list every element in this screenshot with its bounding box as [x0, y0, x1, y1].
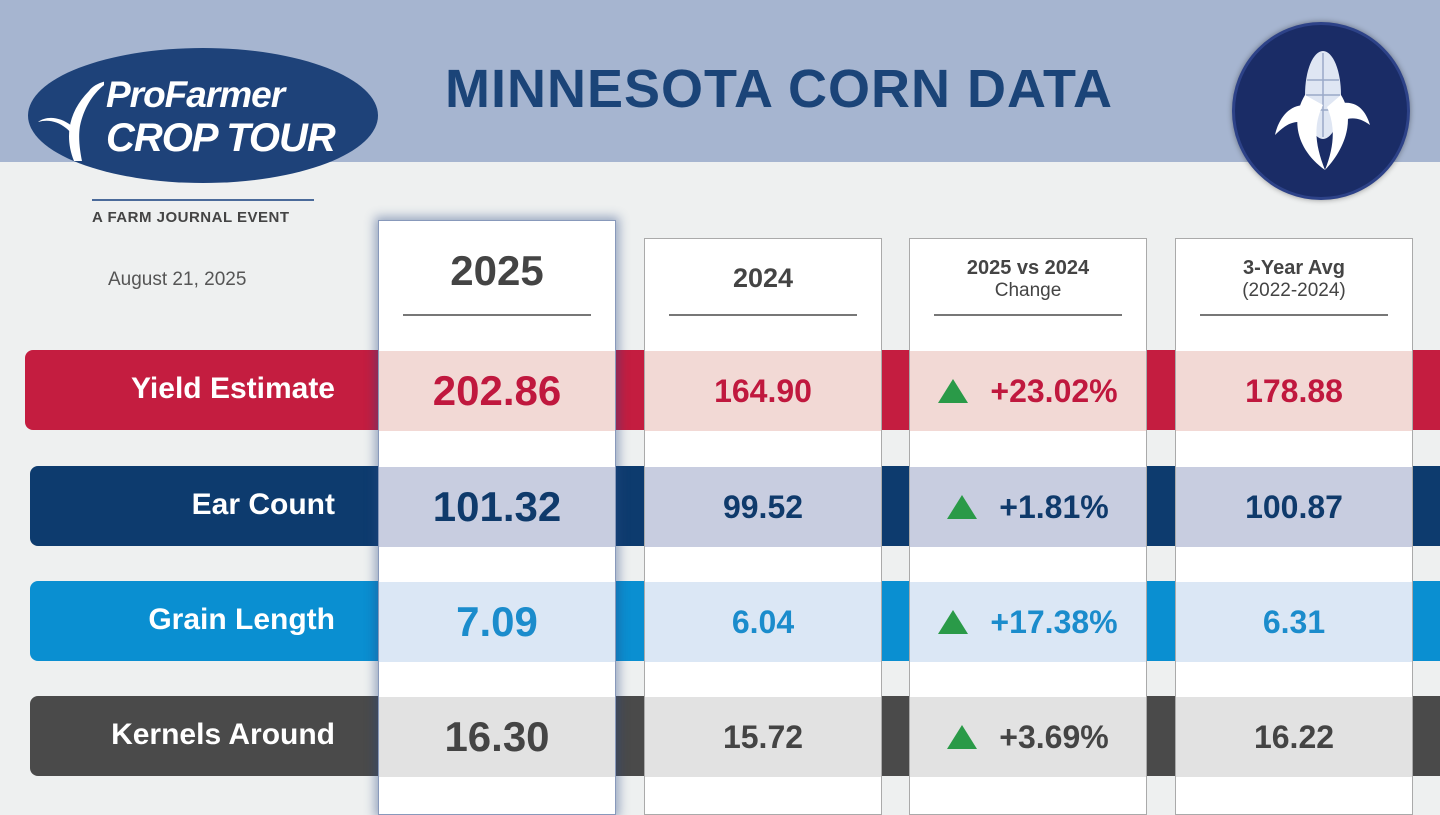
up-arrow-icon	[938, 610, 969, 634]
row-label-grain-length: Grain Length	[148, 603, 335, 636]
cell-kernels-2025: 16.30	[379, 697, 615, 777]
up-arrow-icon	[947, 495, 978, 519]
cell-ear-change: +1.81%	[910, 467, 1146, 547]
corn-icon	[1232, 22, 1410, 200]
plant-icon	[38, 81, 104, 161]
cell-grain-change: +17.38%	[910, 582, 1146, 662]
page-title: MINNESOTA CORN DATA	[445, 59, 1113, 119]
cell-grain-avg: 6.31	[1176, 582, 1412, 662]
row-label-kernels: Kernels Around	[111, 718, 335, 751]
column-header: 2024	[732, 263, 794, 293]
cell-ear-avg: 100.87	[1176, 467, 1412, 547]
column-subheader: (2022-2024)	[1242, 280, 1346, 301]
cell-yield-2024: 164.90	[645, 351, 881, 431]
column-header: 2025	[450, 247, 544, 294]
column-header: 3-Year Avg	[1243, 257, 1345, 279]
logo-text-crop-tour: CROP TOUR	[106, 116, 336, 160]
up-arrow-icon	[947, 725, 978, 749]
cell-kernels-2024: 15.72	[645, 697, 881, 777]
divider	[92, 199, 314, 201]
cell-ear-2024: 99.52	[645, 467, 881, 547]
tagline: A FARM JOURNAL EVENT	[92, 209, 290, 226]
divider	[403, 314, 591, 316]
cell-kernels-avg: 16.22	[1176, 697, 1412, 777]
cell-kernels-change: +3.69%	[910, 697, 1146, 777]
cell-yield-avg: 178.88	[1176, 351, 1412, 431]
logo-text-profarmer: ProFarmer	[106, 74, 285, 115]
column-change: 2025 vs 2024 Change +23.02% +1.81% +17.3…	[909, 238, 1147, 815]
column-2024: 2024 164.90 99.52 6.04 15.72	[644, 238, 882, 815]
cell-yield-change: +23.02%	[910, 351, 1146, 431]
divider	[669, 314, 857, 316]
change-value: +1.81%	[999, 488, 1109, 525]
column-3yr-avg: 3-Year Avg (2022-2024) 178.88 100.87 6.3…	[1175, 238, 1413, 815]
divider	[934, 314, 1122, 316]
column-2025: 2025 202.86 101.32 7.09 16.30	[378, 220, 616, 815]
change-value: +23.02%	[990, 372, 1118, 409]
column-header: 2025 vs 2024	[966, 257, 1090, 279]
up-arrow-icon	[938, 379, 969, 403]
divider	[1200, 314, 1388, 316]
cell-ear-2025: 101.32	[379, 467, 615, 547]
column-subheader: Change	[994, 280, 1062, 301]
change-value: +17.38%	[990, 603, 1118, 640]
cell-yield-2025: 202.86	[379, 351, 615, 431]
cell-grain-2025: 7.09	[379, 582, 615, 662]
cell-grain-2024: 6.04	[645, 582, 881, 662]
row-label-ear-count: Ear Count	[191, 488, 335, 521]
row-label-yield: Yield Estimate	[131, 372, 335, 405]
crop-tour-logo: ProFarmer CROP TOUR	[28, 48, 378, 183]
report-date: August 21, 2025	[108, 269, 247, 290]
change-value: +3.69%	[999, 718, 1109, 755]
